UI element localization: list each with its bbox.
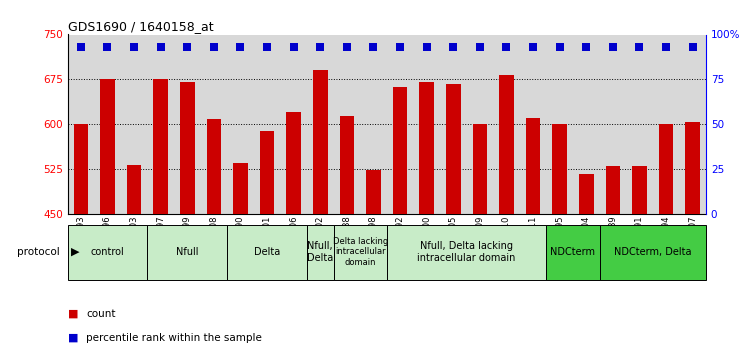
Bar: [387, 34, 413, 214]
Text: ▶: ▶: [71, 247, 80, 257]
Bar: [547, 225, 599, 280]
Bar: [147, 225, 227, 280]
Text: NDCterm, Delta: NDCterm, Delta: [614, 247, 692, 257]
Bar: [552, 124, 567, 345]
Point: [633, 44, 645, 50]
Bar: [227, 225, 307, 280]
Bar: [68, 34, 94, 214]
Bar: [174, 34, 201, 214]
Bar: [280, 34, 307, 214]
Bar: [466, 34, 493, 214]
Bar: [472, 124, 487, 345]
Point: [314, 44, 326, 50]
Point: [367, 44, 379, 50]
Point: [234, 44, 246, 50]
Bar: [127, 165, 141, 345]
Text: ■: ■: [68, 309, 78, 319]
Point: [394, 44, 406, 50]
Point: [75, 44, 87, 50]
Bar: [493, 34, 520, 214]
Point: [261, 44, 273, 50]
Bar: [659, 124, 674, 345]
Bar: [547, 34, 573, 214]
Text: Nfull: Nfull: [176, 247, 198, 257]
Bar: [520, 34, 547, 214]
Bar: [227, 34, 254, 214]
Text: control: control: [91, 247, 125, 257]
Bar: [68, 225, 147, 280]
Point: [527, 44, 539, 50]
Bar: [147, 34, 174, 214]
Bar: [680, 34, 706, 214]
Bar: [180, 82, 195, 345]
Bar: [526, 118, 541, 345]
Text: GDS1690 / 1640158_at: GDS1690 / 1640158_at: [68, 20, 213, 33]
Bar: [333, 225, 387, 280]
Point: [155, 44, 167, 50]
Point: [607, 44, 619, 50]
Bar: [339, 116, 354, 345]
Bar: [254, 34, 280, 214]
Bar: [499, 75, 514, 345]
Bar: [366, 170, 381, 345]
Text: count: count: [86, 309, 116, 319]
Point: [660, 44, 672, 50]
Bar: [632, 166, 647, 345]
Text: Delta lacking
intracellular
domain: Delta lacking intracellular domain: [333, 237, 388, 267]
Bar: [307, 34, 333, 214]
Bar: [307, 225, 333, 280]
Text: ■: ■: [68, 333, 78, 343]
Bar: [360, 34, 387, 214]
Point: [500, 44, 512, 50]
Bar: [599, 225, 706, 280]
Bar: [153, 79, 168, 345]
Bar: [94, 34, 121, 214]
Text: protocol: protocol: [17, 247, 60, 257]
Point: [341, 44, 353, 50]
Bar: [626, 34, 653, 214]
Bar: [393, 87, 407, 345]
Point: [288, 44, 300, 50]
Bar: [100, 79, 115, 345]
Bar: [440, 34, 466, 214]
Point: [474, 44, 486, 50]
Bar: [260, 131, 274, 345]
Point: [181, 44, 193, 50]
Text: percentile rank within the sample: percentile rank within the sample: [86, 333, 262, 343]
Point: [421, 44, 433, 50]
Bar: [233, 163, 248, 345]
Bar: [413, 34, 440, 214]
Point: [128, 44, 140, 50]
Bar: [686, 122, 700, 345]
Bar: [286, 112, 301, 345]
Text: NDCterm: NDCterm: [550, 247, 596, 257]
Bar: [653, 34, 680, 214]
Bar: [387, 225, 547, 280]
Point: [448, 44, 460, 50]
Point: [553, 44, 566, 50]
Bar: [201, 34, 227, 214]
Bar: [579, 174, 593, 345]
Bar: [333, 34, 360, 214]
Bar: [599, 34, 626, 214]
Point: [581, 44, 593, 50]
Bar: [573, 34, 599, 214]
Bar: [121, 34, 147, 214]
Bar: [207, 119, 222, 345]
Point: [101, 44, 113, 50]
Text: Nfull, Delta lacking
intracellular domain: Nfull, Delta lacking intracellular domai…: [418, 241, 516, 263]
Bar: [419, 82, 434, 345]
Bar: [313, 70, 327, 345]
Text: Nfull,
Delta: Nfull, Delta: [307, 241, 333, 263]
Bar: [605, 166, 620, 345]
Bar: [74, 124, 88, 345]
Bar: [446, 83, 460, 345]
Point: [208, 44, 220, 50]
Point: [686, 44, 698, 50]
Text: Delta: Delta: [254, 247, 280, 257]
